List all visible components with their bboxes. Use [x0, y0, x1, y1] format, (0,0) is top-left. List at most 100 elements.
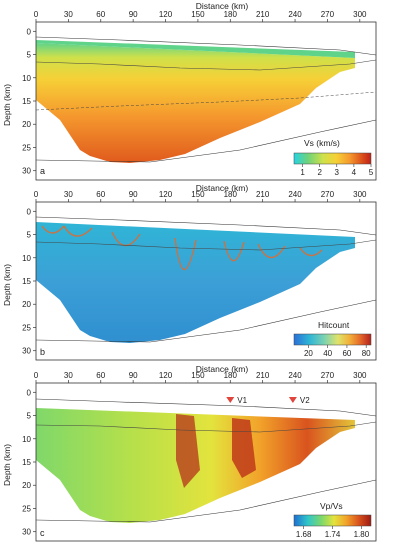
panel-a-topography	[35, 36, 377, 56]
panel-b-label: b	[40, 347, 45, 357]
x-tick-label: 150	[191, 190, 205, 199]
panel-a-x-ticks: 0 30 60 90 120 150 180 210 240 270 300	[34, 10, 367, 22]
panel-c-annotations: V1 V2	[226, 396, 310, 405]
panel-b-ylabel: Depth (km)	[2, 264, 12, 306]
x-tick-label: 210	[256, 190, 270, 199]
y-tick-label: 15	[22, 97, 31, 106]
x-tick-label: 120	[159, 371, 173, 380]
panel-c-y-ticks: 0 5 10 15 20 25 30	[22, 388, 36, 537]
panel-c-topography	[35, 398, 377, 417]
x-tick-label: 120	[159, 190, 173, 199]
x-tick-label: 180	[224, 190, 238, 199]
y-tick-label: 20	[22, 120, 31, 129]
x-tick-label: 90	[129, 10, 138, 19]
x-tick-label: 30	[64, 190, 73, 199]
x-tick-label: 60	[96, 371, 105, 380]
x-tick-label: 240	[288, 10, 302, 19]
y-tick-label: 15	[22, 458, 31, 467]
x-tick-label: 60	[96, 190, 105, 199]
panel-a-y-ticks: 0 5 10 15 20 25 30	[22, 27, 36, 176]
x-tick-label: 150	[191, 371, 205, 380]
panel-b: Distance (km) 0 30 60 90 120 150 180 210 240 270 3…	[2, 183, 377, 361]
x-tick-label: 60	[96, 10, 105, 19]
y-tick-label: 0	[27, 27, 32, 36]
y-tick-label: 20	[22, 481, 31, 490]
colorbar-tick-label: 4	[352, 168, 357, 177]
panel-c-moho	[35, 479, 377, 523]
x-tick-label: 0	[34, 371, 39, 380]
x-tick-label: 300	[353, 190, 367, 199]
panel-c-high-ratio-anomaly-v1	[176, 414, 200, 488]
panel-a-xlabel: Distance (km)	[196, 1, 249, 11]
x-tick-label: 210	[256, 10, 270, 19]
panel-a-colorbar-title: Vs (km/s)	[304, 138, 340, 148]
x-tick-label: 240	[288, 190, 302, 199]
x-tick-label: 30	[64, 10, 73, 19]
y-tick-label: 30	[22, 347, 31, 356]
colorbar-tick-label: 1.80	[354, 530, 370, 539]
panel-b-xlabel: Distance (km)	[196, 183, 249, 193]
panel-a-ylabel: Depth (km)	[2, 84, 12, 126]
panel-b-moho	[35, 299, 377, 343]
panel-c-colorbar-title: Vp/Vs	[320, 501, 343, 511]
x-tick-label: 270	[321, 10, 335, 19]
panel-a-label: a	[40, 166, 45, 176]
colorbar-tick-label: 5	[369, 168, 374, 177]
y-tick-label: 0	[27, 388, 32, 397]
colorbar-tick-label: 3	[335, 168, 340, 177]
y-tick-label: 5	[27, 231, 32, 240]
panel-a-moho	[35, 119, 377, 163]
y-tick-label: 10	[22, 254, 31, 263]
x-tick-label: 300	[353, 10, 367, 19]
panel-c-xlabel: Distance (km)	[196, 364, 249, 374]
panel-c-colorbar	[293, 514, 372, 527]
panel-b-x-ticks: 0 30 60 90 120 150 180 210 240 270 300	[34, 190, 367, 202]
panel-a: Distance (km) 0 30 60 90 120 150 180 210 240 270 3…	[2, 1, 377, 181]
x-tick-label: 0	[34, 10, 39, 19]
panel-b-hitcount-field	[36, 222, 355, 343]
x-tick-label: 0	[34, 190, 39, 199]
panel-a-colorbar-ticks: 1 2 3 4 5	[300, 164, 374, 177]
colorbar-tick-label: 40	[323, 349, 332, 358]
y-tick-label: 30	[22, 167, 31, 176]
x-tick-label: 210	[256, 371, 270, 380]
y-tick-label: 25	[22, 323, 31, 332]
x-tick-label: 180	[224, 371, 238, 380]
panel-c: Distance (km) 0 30 60 90 120 150 180 210 240 270 3…	[2, 364, 377, 542]
panel-a-dashed-boundary	[35, 91, 377, 111]
x-tick-label: 240	[288, 371, 302, 380]
x-tick-label: 180	[224, 10, 238, 19]
panel-a-layer-boundary	[35, 59, 377, 71]
volcano-label: V1	[237, 396, 247, 405]
panel-b-high-hitcount-rays	[41, 225, 323, 271]
panel-c-frame	[35, 382, 377, 542]
colorbar-tick-label: 1.74	[325, 530, 341, 539]
y-tick-label: 0	[27, 207, 32, 216]
panel-b-colorbar-ticks: 20 40 60 80	[304, 345, 371, 358]
panel-c-x-ticks: 0 30 60 90 120 150 180 210 240 270 300	[34, 371, 367, 383]
y-tick-label: 20	[22, 300, 31, 309]
x-tick-label: 120	[159, 10, 173, 19]
panel-b-topography	[35, 216, 377, 236]
colorbar-tick-label: 2	[317, 168, 322, 177]
panel-c-high-ratio-anomaly-v2	[232, 418, 256, 478]
y-tick-label: 30	[22, 528, 31, 537]
panel-a-colorbar	[293, 152, 372, 165]
y-tick-label: 10	[22, 74, 31, 83]
x-tick-label: 270	[321, 190, 335, 199]
colorbar-tick-label: 20	[304, 349, 313, 358]
panel-b-layer-boundary	[35, 239, 377, 251]
colorbar-tick-label: 80	[362, 349, 371, 358]
colorbar-tick-label: 1.68	[296, 530, 312, 539]
colorbar-tick-label: 60	[342, 349, 351, 358]
y-tick-label: 5	[27, 412, 32, 421]
panel-c-layer-boundary	[35, 421, 377, 433]
y-tick-label: 25	[22, 504, 31, 513]
x-tick-label: 30	[64, 371, 73, 380]
panel-b-y-ticks: 0 5 10 15 20 25 30	[22, 207, 36, 356]
volcano-marker	[226, 397, 235, 403]
volcano-marker	[288, 397, 297, 403]
x-tick-label: 270	[321, 371, 335, 380]
y-tick-label: 10	[22, 435, 31, 444]
